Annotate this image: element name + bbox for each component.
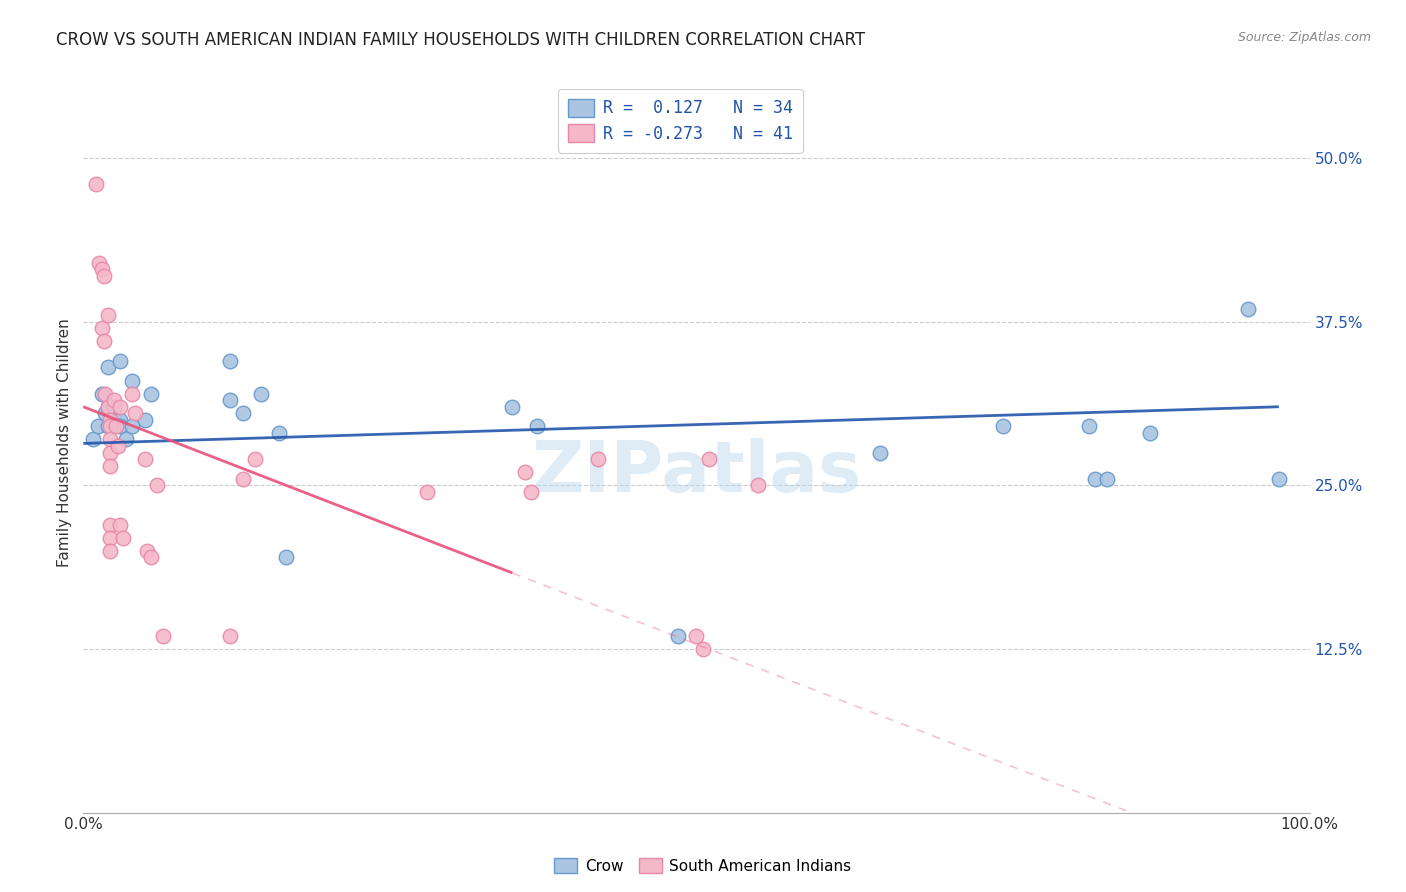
Point xyxy=(747,478,769,492)
Point xyxy=(108,517,131,532)
Point xyxy=(1268,472,1291,486)
Point xyxy=(87,419,110,434)
Point xyxy=(232,472,254,486)
Point xyxy=(121,419,143,434)
Point xyxy=(115,433,138,447)
Point xyxy=(152,629,174,643)
Point xyxy=(139,550,162,565)
Point xyxy=(103,393,125,408)
Point xyxy=(94,386,117,401)
Point xyxy=(90,386,112,401)
Point xyxy=(89,256,111,270)
Point xyxy=(520,484,543,499)
Point xyxy=(105,419,128,434)
Point xyxy=(1077,419,1099,434)
Point xyxy=(82,433,104,447)
Point xyxy=(243,452,266,467)
Point xyxy=(111,531,134,545)
Point xyxy=(219,393,242,408)
Legend: Crow, South American Indians: Crow, South American Indians xyxy=(548,852,858,880)
Point xyxy=(415,484,437,499)
Point xyxy=(97,419,120,434)
Point xyxy=(124,406,146,420)
Point xyxy=(90,321,112,335)
Point xyxy=(108,354,131,368)
Point xyxy=(139,386,162,401)
Point xyxy=(98,419,121,434)
Point xyxy=(84,178,107,192)
Point xyxy=(90,262,112,277)
Point xyxy=(134,413,156,427)
Point xyxy=(121,386,143,401)
Point xyxy=(692,641,714,656)
Point xyxy=(513,465,536,479)
Point xyxy=(98,413,121,427)
Text: Source: ZipAtlas.com: Source: ZipAtlas.com xyxy=(1237,31,1371,45)
Point xyxy=(97,400,120,414)
Point xyxy=(98,433,121,447)
Point xyxy=(98,543,121,558)
Point xyxy=(134,452,156,467)
Point xyxy=(526,419,548,434)
Point xyxy=(98,517,121,532)
Point xyxy=(1084,472,1107,486)
Point xyxy=(103,400,125,414)
Point xyxy=(685,629,707,643)
Point xyxy=(121,374,143,388)
Point xyxy=(219,354,242,368)
Point xyxy=(501,400,523,414)
Point xyxy=(97,400,120,414)
Point xyxy=(108,413,131,427)
Point xyxy=(991,419,1014,434)
Y-axis label: Family Households with Children: Family Households with Children xyxy=(58,318,72,567)
Point xyxy=(219,629,242,643)
Point xyxy=(146,478,169,492)
Point xyxy=(108,419,131,434)
Point xyxy=(94,406,117,420)
Point xyxy=(1139,425,1161,440)
Point xyxy=(232,406,254,420)
Point xyxy=(97,360,120,375)
Point xyxy=(869,445,891,459)
Point xyxy=(250,386,273,401)
Point xyxy=(1095,472,1118,486)
Point xyxy=(108,400,131,414)
Text: CROW VS SOUTH AMERICAN INDIAN FAMILY HOUSEHOLDS WITH CHILDREN CORRELATION CHART: CROW VS SOUTH AMERICAN INDIAN FAMILY HOU… xyxy=(56,31,865,49)
Point xyxy=(274,550,297,565)
Point xyxy=(136,543,159,558)
Point xyxy=(588,452,610,467)
Point xyxy=(97,308,120,322)
Text: ZIPatlas: ZIPatlas xyxy=(531,438,862,507)
Point xyxy=(107,439,129,453)
Point xyxy=(697,452,720,467)
Point xyxy=(98,445,121,459)
Point xyxy=(103,413,125,427)
Point xyxy=(98,458,121,473)
Legend: R =  0.127   N = 34, R = -0.273   N = 41: R = 0.127 N = 34, R = -0.273 N = 41 xyxy=(558,88,803,153)
Point xyxy=(269,425,291,440)
Point xyxy=(98,531,121,545)
Point xyxy=(1237,301,1260,316)
Point xyxy=(93,334,115,349)
Point xyxy=(93,268,115,283)
Point xyxy=(666,629,689,643)
